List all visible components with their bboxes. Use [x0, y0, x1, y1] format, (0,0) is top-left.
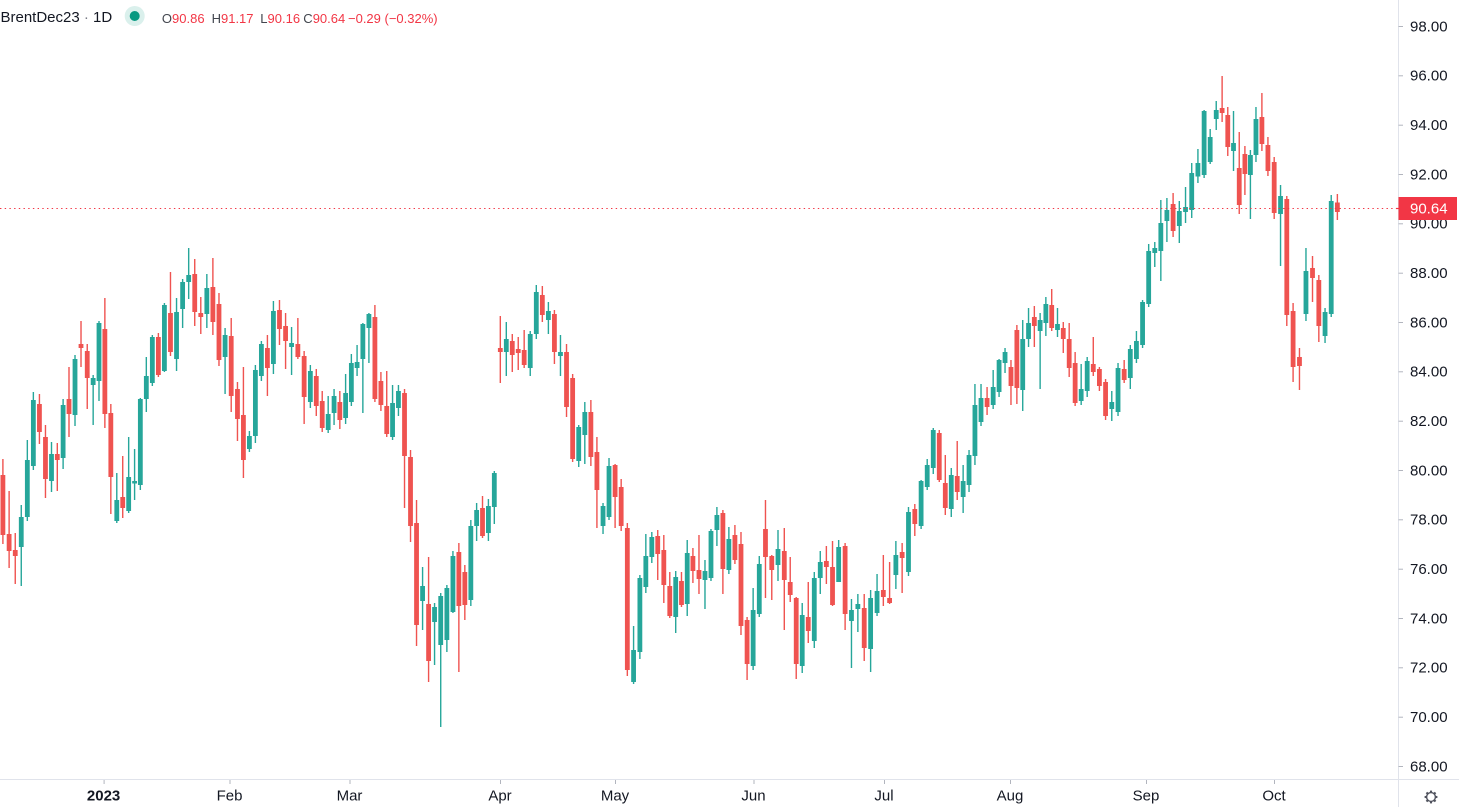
- svg-text:98.00: 98.00: [1410, 18, 1448, 35]
- svg-text:90.64: 90.64: [1410, 201, 1448, 218]
- svg-text:88.00: 88.00: [1410, 265, 1448, 282]
- svg-text:86.00: 86.00: [1410, 314, 1448, 331]
- svg-text:O90.86: O90.86: [162, 11, 205, 26]
- svg-text:78.00: 78.00: [1410, 512, 1448, 529]
- svg-text:BrentDec23 · 1D: BrentDec23 · 1D: [1, 9, 113, 26]
- svg-text:Apr: Apr: [488, 788, 511, 805]
- svg-text:2023: 2023: [87, 788, 120, 805]
- svg-text:Oct: Oct: [1262, 788, 1286, 805]
- svg-text:92.00: 92.00: [1410, 166, 1448, 183]
- svg-text:76.00: 76.00: [1410, 561, 1448, 578]
- svg-text:70.00: 70.00: [1410, 709, 1448, 726]
- svg-text:Aug: Aug: [997, 788, 1024, 805]
- svg-text:96.00: 96.00: [1410, 68, 1448, 85]
- svg-text:−0.29 (−0.32%): −0.29 (−0.32%): [348, 11, 438, 26]
- svg-text:80.00: 80.00: [1410, 462, 1448, 479]
- svg-text:L90.16: L90.16: [260, 11, 300, 26]
- svg-text:Jun: Jun: [741, 788, 765, 805]
- svg-text:74.00: 74.00: [1410, 610, 1448, 627]
- svg-text:H91.17: H91.17: [212, 11, 254, 26]
- svg-text:Feb: Feb: [217, 788, 243, 805]
- svg-text:68.00: 68.00: [1410, 758, 1448, 775]
- svg-text:Mar: Mar: [337, 788, 363, 805]
- svg-text:82.00: 82.00: [1410, 413, 1448, 430]
- svg-text:Jul: Jul: [874, 788, 893, 805]
- svg-text:72.00: 72.00: [1410, 660, 1448, 677]
- svg-text:C90.64: C90.64: [303, 11, 345, 26]
- svg-text:84.00: 84.00: [1410, 364, 1448, 381]
- svg-text:May: May: [601, 788, 630, 805]
- svg-text:Sep: Sep: [1133, 788, 1160, 805]
- svg-text:94.00: 94.00: [1410, 117, 1448, 134]
